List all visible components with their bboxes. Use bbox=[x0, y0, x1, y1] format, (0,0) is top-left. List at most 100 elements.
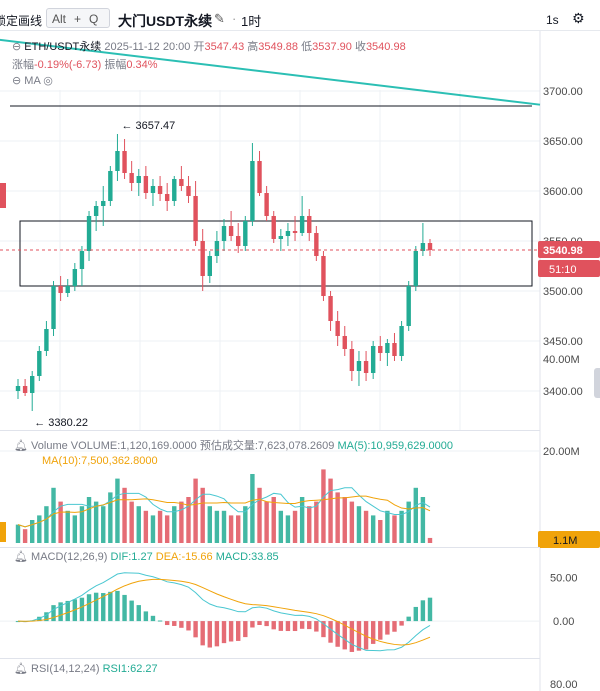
amplitude-value: 0.34% bbox=[126, 59, 158, 71]
volume-bar bbox=[257, 487, 262, 543]
candle-body bbox=[115, 151, 120, 171]
range-rectangle bbox=[19, 220, 533, 287]
candle-body bbox=[363, 361, 369, 373]
candle-body bbox=[278, 236, 284, 239]
macd-histogram-bar bbox=[143, 611, 149, 622]
amplitude-label: 振幅 bbox=[104, 59, 127, 71]
volume-bar bbox=[58, 501, 63, 543]
macd-histogram-bar bbox=[299, 621, 305, 629]
candle-body bbox=[420, 243, 426, 251]
volume-bar bbox=[420, 497, 426, 543]
collapse-icon[interactable]: ⊖ bbox=[12, 41, 22, 53]
macd-histogram-bar bbox=[200, 621, 205, 646]
volume-bar bbox=[392, 515, 397, 543]
macd-histogram-bar bbox=[342, 621, 347, 650]
candle-body bbox=[385, 343, 390, 353]
macd-histogram-bar bbox=[328, 621, 333, 643]
candle-body bbox=[349, 349, 355, 371]
macd-histogram-bar bbox=[58, 602, 63, 622]
volume-bar bbox=[427, 537, 433, 543]
candle-body bbox=[44, 329, 49, 351]
candle-body bbox=[292, 231, 298, 233]
macd-histogram-bar bbox=[413, 606, 418, 622]
volume-bar bbox=[200, 487, 205, 543]
candle-body bbox=[328, 296, 333, 321]
macd-histogram-bar bbox=[427, 597, 433, 622]
rsi-separator bbox=[0, 658, 540, 659]
change-row: 涨幅-0.19%(-6.73) 振幅0.34% bbox=[12, 56, 158, 72]
macd-histogram-bar bbox=[271, 621, 276, 630]
timeframe-selector[interactable]: 1时 bbox=[241, 14, 262, 29]
volume-bar bbox=[243, 506, 248, 543]
macd-histogram-bar bbox=[108, 591, 113, 622]
candle-body bbox=[79, 251, 85, 269]
ma10-row: MA(10):7,500,362.8000 bbox=[42, 455, 158, 467]
volume-badge: 1.1M bbox=[553, 535, 577, 547]
candle-body bbox=[72, 269, 78, 286]
volume-bar bbox=[22, 529, 28, 543]
volume-bar bbox=[44, 506, 49, 543]
rsi-text: RSI1:62.27 bbox=[102, 663, 158, 675]
volume-bar bbox=[221, 510, 227, 543]
macd-histogram-bar bbox=[44, 612, 49, 622]
macd-histogram-bar bbox=[115, 590, 120, 622]
price-badge: 3540.98 bbox=[543, 245, 583, 257]
edit-icon[interactable]: ✎ bbox=[214, 11, 225, 26]
volume-bar bbox=[193, 478, 198, 543]
symbol-title[interactable]: 大门USDT永续 bbox=[118, 13, 213, 29]
volume-bar bbox=[378, 520, 383, 543]
volume-bar bbox=[93, 501, 99, 543]
macd-histogram-bar bbox=[101, 593, 106, 622]
scroll-handle[interactable] bbox=[594, 368, 600, 398]
datetime: 2025-11-12 20:00 bbox=[104, 41, 191, 53]
candle-body bbox=[65, 286, 70, 293]
macd-histogram-bar bbox=[392, 621, 397, 632]
volume-bar bbox=[271, 497, 276, 543]
macd-histogram-bar bbox=[292, 621, 298, 632]
settings-icon[interactable]: ⚙ bbox=[572, 10, 585, 26]
volume-bar bbox=[292, 510, 298, 543]
eye-icon[interactable]: ◎ bbox=[43, 75, 53, 87]
macd-histogram-bar bbox=[193, 621, 198, 638]
macd-histogram-bar bbox=[314, 621, 319, 632]
candle-body bbox=[378, 346, 383, 353]
macd-histogram-bar bbox=[349, 621, 355, 652]
bell-icon-volume[interactable]: 🔔︎ bbox=[14, 440, 28, 452]
volume-bar bbox=[214, 510, 220, 543]
volume-bar bbox=[370, 515, 376, 543]
macd-info-row: 🔔︎ MACD(12,26,9) DIF:1.27 DEA:-15.66 MAC… bbox=[14, 550, 279, 563]
macd-histogram-bar bbox=[150, 615, 156, 622]
volume-bar bbox=[30, 520, 35, 543]
candle-body bbox=[271, 216, 276, 239]
macd-histogram-bar bbox=[285, 621, 291, 632]
shortcut-hint bbox=[46, 8, 110, 28]
price-tick-label: 3400.00 bbox=[543, 386, 583, 398]
volume-title: Volume bbox=[31, 440, 68, 452]
volume-bar bbox=[72, 515, 78, 543]
macd-histogram-bar bbox=[257, 621, 262, 625]
bell-icon-macd[interactable]: 🔔︎ bbox=[14, 551, 28, 563]
macd-histogram-bar bbox=[164, 621, 170, 626]
volume-bar bbox=[314, 501, 319, 543]
close-label: 收 bbox=[354, 41, 366, 53]
volume-bar bbox=[264, 501, 269, 543]
drawing-tool-label[interactable]: 锁定画线 bbox=[0, 14, 43, 28]
interval-right[interactable]: 1s bbox=[546, 13, 559, 27]
candle-body bbox=[122, 151, 127, 173]
volume-bar bbox=[207, 506, 212, 543]
macd-histogram-bar bbox=[370, 621, 376, 644]
candle-body bbox=[143, 176, 149, 193]
ma5-text: MA(5):10,959,629.0000 bbox=[337, 440, 454, 452]
collapse-icon-ma[interactable]: ⊖ bbox=[12, 75, 22, 87]
volume-bar bbox=[136, 506, 141, 543]
low-label: 低 bbox=[301, 41, 313, 53]
ma-row: ⊖ MA ◎ bbox=[12, 74, 53, 87]
volume-axis-20m: 20.00M bbox=[543, 446, 580, 458]
dot-separator: · bbox=[232, 11, 237, 26]
bell-icon-rsi[interactable]: 🔔︎ bbox=[14, 663, 28, 675]
shortcut-alt: Alt bbox=[52, 12, 67, 26]
volume-separator bbox=[0, 430, 540, 431]
volume-bar bbox=[186, 497, 191, 543]
volume-bar bbox=[299, 497, 305, 543]
